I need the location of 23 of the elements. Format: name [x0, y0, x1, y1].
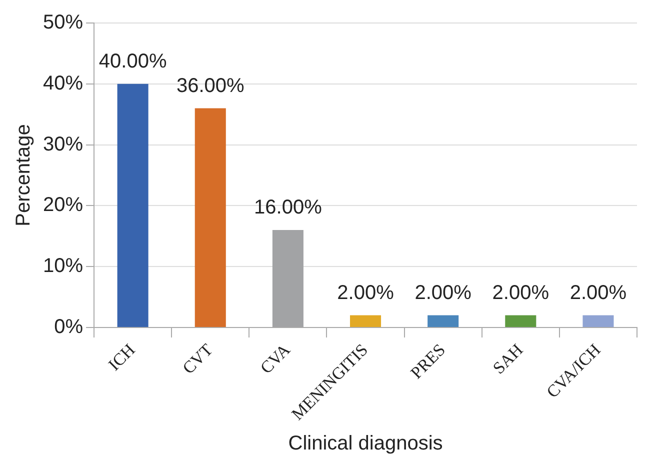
data-label: 2.00%: [492, 282, 550, 304]
data-label: 2.00%: [337, 282, 394, 304]
y-axis-title: Percentage: [12, 124, 35, 226]
data-label: 2.00%: [414, 282, 472, 304]
x-tick-label: CVA: [256, 340, 294, 378]
bar: [505, 315, 536, 327]
x-axis-title: Clinical diagnosis: [288, 432, 443, 455]
data-label: 40.00%: [98, 50, 167, 72]
bar: [428, 315, 459, 327]
data-label: 2.00%: [570, 282, 627, 304]
y-tick-label: 0%: [54, 316, 84, 338]
bar: [350, 315, 382, 327]
data-label: 36.00%: [176, 74, 245, 97]
y-tick-label: 40%: [43, 72, 84, 94]
bar: [194, 108, 226, 327]
bar: [117, 84, 148, 327]
data-label: 16.00%: [254, 196, 322, 219]
y-tick-label: 20%: [43, 194, 84, 216]
x-tick-label: ICH: [104, 340, 139, 374]
y-tick-label: 10%: [43, 255, 84, 278]
y-tick-label: 30%: [43, 133, 84, 156]
y-tick-label: 50%: [43, 12, 84, 34]
bar: [582, 315, 614, 327]
